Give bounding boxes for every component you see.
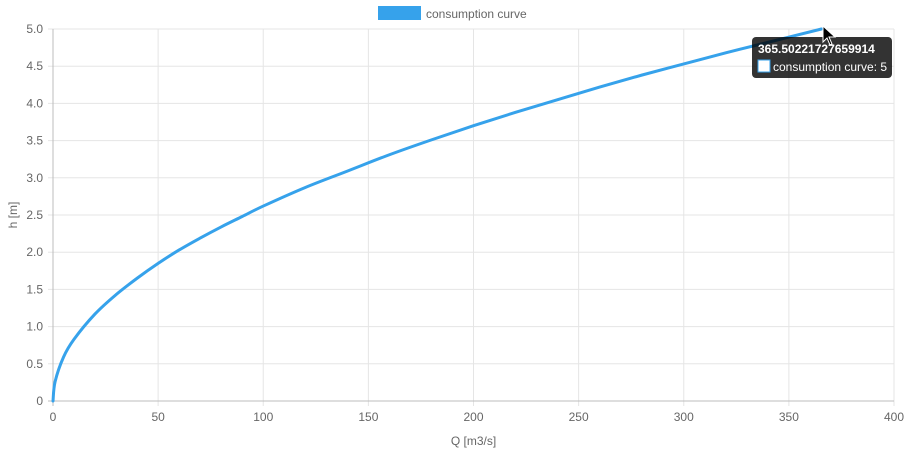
y-tick-label: 2.5	[26, 208, 43, 222]
y-tick-label: 1.0	[26, 320, 43, 334]
tooltip-title: 365.50221727659914	[758, 42, 875, 56]
x-tick-label: 200	[463, 410, 483, 424]
legend-label[interactable]: consumption curve	[426, 7, 527, 21]
series-layer	[51, 27, 823, 403]
y-tick-label: 4.0	[26, 96, 43, 110]
y-tick-label: 0.5	[26, 357, 43, 371]
x-tick-label: 50	[151, 410, 165, 424]
x-tick-label: 300	[674, 410, 694, 424]
x-tick-label: 0	[50, 410, 57, 424]
x-tick-label: 100	[253, 410, 273, 424]
x-tick-label: 150	[358, 410, 378, 424]
grid	[48, 28, 895, 406]
y-tick-label: 1.5	[26, 282, 43, 296]
mouse-cursor-icon	[822, 24, 837, 46]
x-tick-label: 400	[884, 410, 904, 424]
legend-swatch[interactable]	[378, 6, 421, 20]
y-axis-title: h [m]	[6, 202, 20, 229]
y-tick-label: 5.0	[26, 22, 43, 36]
y-tick-label: 3.0	[26, 171, 43, 185]
tooltip-box	[752, 37, 892, 78]
y-tick-label: 3.5	[26, 134, 43, 148]
tooltip-color-box	[757, 59, 771, 73]
axes: 0 50 100 150 200 250 300 350 400 0 0.5 1.0 1.5 2.0 2.5…	[26, 22, 904, 424]
x-axis-title: Q [m3/s]	[451, 434, 496, 448]
tooltip: 365.50221727659914 consumption curve: 5	[752, 37, 892, 78]
x-tick-label: 250	[569, 410, 589, 424]
tooltip-label: consumption curve: 5	[773, 60, 887, 74]
legend[interactable]: consumption curve	[378, 6, 527, 21]
y-tick-label: 2.0	[26, 245, 43, 259]
x-tick-label: 350	[779, 410, 799, 424]
y-tick-label: 0	[36, 394, 43, 408]
y-tick-label: 4.5	[26, 59, 43, 73]
series-line	[51, 27, 823, 403]
